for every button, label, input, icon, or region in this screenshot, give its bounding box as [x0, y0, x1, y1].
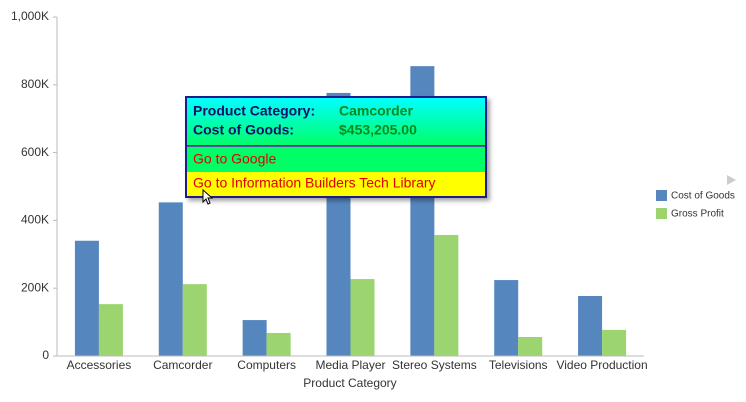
x-tick-label: Media Player	[315, 358, 385, 372]
y-tick-label: 1,000K	[11, 9, 49, 23]
bar	[242, 320, 267, 356]
y-tick-label: 800K	[21, 77, 49, 91]
x-tick-label: Computers	[237, 358, 296, 372]
bar	[74, 240, 99, 356]
tooltip-link[interactable]: Go to Google	[193, 151, 276, 167]
tooltip-header	[187, 98, 485, 146]
x-tick-label: Accessories	[67, 358, 132, 372]
bar	[182, 284, 207, 356]
x-tick-label: Camcorder	[153, 358, 212, 372]
x-tick-label: Televisions	[489, 358, 548, 372]
x-tick-label: Video Production	[556, 358, 647, 372]
bar	[266, 332, 291, 356]
cursor	[202, 188, 214, 205]
tooltip-link[interactable]: Go to Information Builders Tech Library	[193, 175, 436, 191]
tooltip-value: $453,205.00	[339, 122, 417, 138]
legend-label: Gross Profit	[671, 209, 724, 220]
bar	[494, 280, 519, 356]
x-axis-title: Product Category	[303, 376, 396, 390]
tooltip-label: Product Category:	[193, 103, 315, 119]
bar	[98, 304, 123, 356]
y-tick-label: 600K	[21, 145, 49, 159]
legend-swatch	[656, 208, 667, 219]
bar	[350, 279, 375, 356]
y-tick-label: 0	[42, 348, 49, 362]
legend-label: Cost of Goods	[671, 191, 735, 202]
tooltip: Product Category: Camcorder Cost of Good…	[185, 96, 487, 205]
bar	[518, 337, 543, 356]
x-tick-label: Stereo Systems	[392, 358, 477, 372]
tooltip-label: Cost of Goods:	[193, 122, 294, 138]
bar	[602, 329, 627, 356]
bar	[158, 202, 183, 356]
legend-swatch	[656, 190, 667, 201]
tooltip-value: Camcorder	[339, 103, 413, 119]
legend-scroll-arrow[interactable]	[727, 175, 736, 185]
bar	[434, 234, 459, 356]
y-tick-label: 400K	[21, 213, 49, 227]
y-tick-label: 200K	[21, 280, 49, 294]
tooltip-link-bg	[187, 147, 485, 172]
tooltip-link-bg	[187, 172, 485, 196]
bar	[578, 295, 603, 356]
